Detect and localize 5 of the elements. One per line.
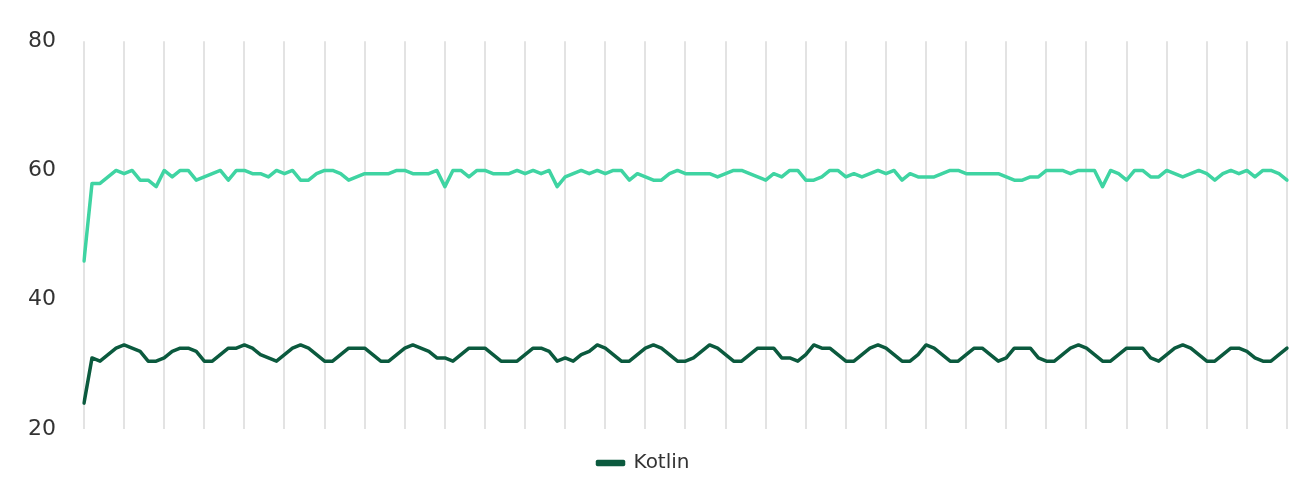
legend-label: Kotlin [633, 449, 690, 474]
y-tick-label: 40 [27, 285, 56, 311]
y-tick-label: 20 [27, 414, 56, 440]
y-tick-label: 60 [27, 156, 56, 182]
y-tick-label: 80 [27, 26, 56, 52]
